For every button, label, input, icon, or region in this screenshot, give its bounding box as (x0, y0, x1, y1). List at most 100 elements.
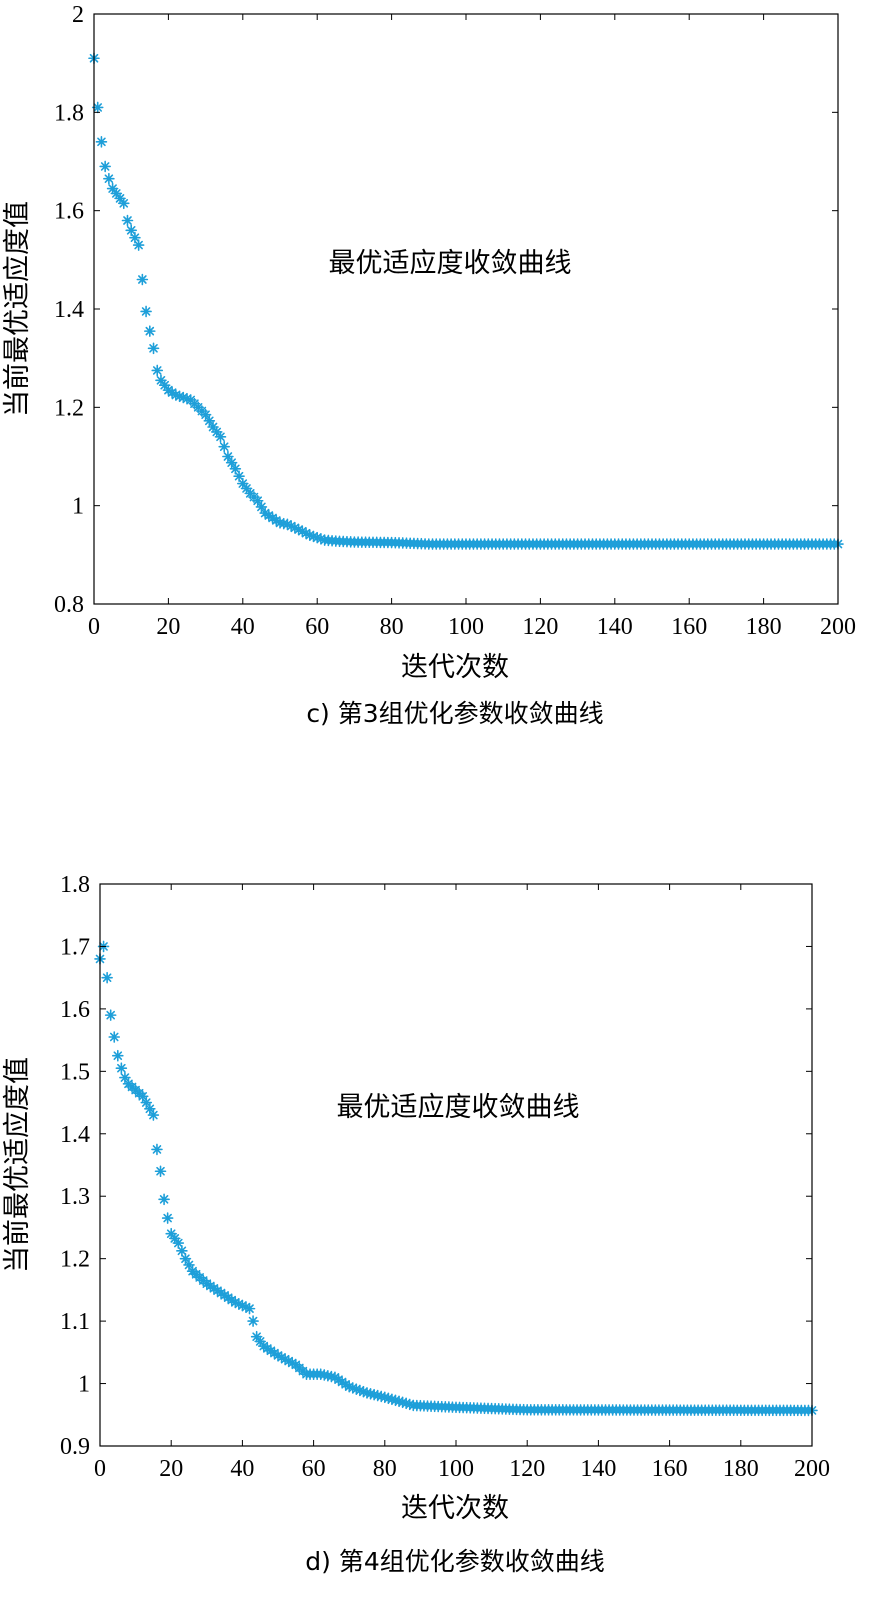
data-point (154, 1165, 167, 1178)
y-tick-label: 1.5 (60, 1059, 90, 1085)
data-point (208, 1282, 220, 1295)
x-tick-label: 120 (522, 614, 558, 640)
data-point (119, 1071, 131, 1084)
data-point (155, 374, 167, 387)
data-point (170, 389, 182, 401)
data-point (292, 523, 305, 536)
data-point (263, 509, 275, 522)
y-tick-label: 1.1 (60, 1309, 90, 1335)
x-tick-label: 0 (94, 1456, 106, 1482)
chart-d-y-axis-label: 当前最优适应度值 (2, 1057, 33, 1273)
data-point (225, 1294, 238, 1306)
data-point (183, 1259, 195, 1271)
data-point (300, 527, 312, 539)
data-point (132, 239, 145, 251)
y-tick-label: 1.4 (54, 297, 84, 323)
y-tick-label: 1.2 (54, 395, 84, 421)
data-point (371, 1389, 384, 1402)
chart-d-ticks: 0 20 40 60 80 100 120 140 160 180 200 0.9 1 1.1 1.2 1.3… (60, 872, 830, 1482)
data-point (296, 525, 309, 538)
data-point (364, 1388, 377, 1400)
chart-c-caption: c) 第3组优化参数收敛曲线 (306, 699, 603, 728)
x-tick-label: 140 (597, 614, 633, 640)
data-point (165, 1227, 177, 1240)
chart-d-caption: d) 第4组优化参数收敛曲线 (305, 1547, 604, 1576)
x-tick-label: 160 (652, 1456, 688, 1482)
data-point (158, 379, 171, 392)
data-point (386, 1393, 398, 1406)
data-point (229, 462, 242, 475)
data-point (329, 1371, 341, 1384)
x-tick-label: 100 (448, 614, 484, 640)
data-point (211, 1284, 224, 1297)
y-tick-label: 1.3 (60, 1184, 90, 1210)
data-point (272, 1349, 284, 1362)
data-point (339, 1378, 352, 1391)
data-point (350, 1383, 363, 1395)
data-point (243, 1302, 256, 1315)
data-point (99, 160, 111, 173)
data-point (257, 1340, 270, 1352)
data-point (311, 531, 323, 544)
data-point (285, 520, 297, 532)
x-tick-label: 200 (794, 1456, 830, 1482)
data-point (233, 1298, 245, 1310)
data-point (361, 1387, 373, 1399)
data-point (247, 1315, 259, 1327)
data-point (117, 197, 130, 210)
data-point (357, 1385, 370, 1398)
chart-d: 0 20 40 60 80 100 120 140 160 180 200 0.9 1 1.1 1.2 1.3… (2, 872, 830, 1576)
data-point (173, 390, 186, 403)
data-point (375, 1390, 388, 1403)
data-point (265, 1344, 277, 1357)
data-point (281, 518, 294, 531)
data-point (151, 364, 164, 377)
x-tick-label: 80 (380, 614, 404, 640)
data-point (214, 431, 227, 443)
data-point (172, 1237, 185, 1249)
data-point (268, 1347, 281, 1359)
data-point (307, 530, 320, 543)
chart-d-plot-frame (99, 883, 813, 1447)
y-tick-label: 1.2 (60, 1247, 90, 1273)
x-tick-label: 180 (723, 1456, 759, 1482)
x-tick-label: 60 (302, 1456, 326, 1482)
x-tick-label: 20 (159, 1456, 183, 1482)
data-point (104, 1009, 117, 1021)
data-point (136, 1090, 149, 1103)
data-point (166, 386, 178, 399)
x-tick-label: 180 (746, 614, 782, 640)
y-tick-label: 1.6 (54, 199, 84, 225)
chart-d-annotation: 最优适应度收敛曲线 (337, 1092, 580, 1123)
data-point (222, 450, 234, 463)
chart-c-y-axis-label: 当前最优适应度值 (2, 201, 33, 417)
data-point (179, 1252, 192, 1265)
data-point (254, 1335, 266, 1348)
data-point (382, 1392, 395, 1405)
x-tick-label: 200 (820, 614, 856, 640)
data-point (110, 187, 123, 200)
data-point (250, 1330, 263, 1343)
data-point (400, 1397, 412, 1410)
x-tick-label: 40 (230, 1456, 254, 1482)
y-tick-label: 0.8 (54, 592, 84, 618)
chart-d-x-axis-label: 迭代次数 (401, 1493, 509, 1524)
data-point (240, 1301, 252, 1313)
data-point (147, 342, 160, 355)
data-point (162, 384, 175, 396)
data-point (136, 273, 149, 286)
data-point (275, 1351, 288, 1364)
data-point (389, 1394, 402, 1407)
data-point (210, 426, 223, 438)
data-point (91, 101, 104, 114)
data-point (151, 1143, 163, 1156)
x-tick-label: 40 (231, 614, 255, 640)
x-tick-label: 120 (509, 1456, 545, 1482)
data-point (215, 1287, 227, 1299)
y-tick-label: 1.8 (60, 872, 90, 898)
data-point (236, 1299, 249, 1312)
data-point (101, 971, 113, 984)
data-point (114, 192, 126, 205)
chart-c: 0 20 40 60 80 100 120 140 160 180 200 0.8 1 1.2 1.4 1.6… (2, 2, 856, 728)
x-tick-label: 80 (373, 1456, 397, 1482)
